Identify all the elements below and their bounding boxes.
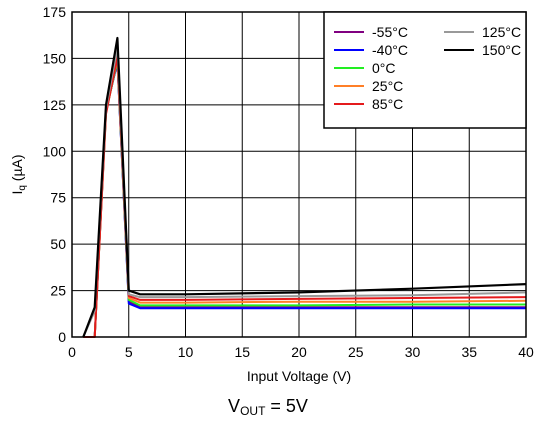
y-tick-label: 100 xyxy=(43,143,67,159)
x-tick-label: 25 xyxy=(348,344,364,360)
caption-main: V xyxy=(228,396,241,416)
y-tick-label: 0 xyxy=(58,329,66,345)
y-tick-label: 25 xyxy=(50,283,66,299)
y-axis-label: Iq (µA) xyxy=(9,154,28,194)
series-lines xyxy=(82,36,527,338)
y-tick-label: 175 xyxy=(43,4,67,20)
x-tick-label: 30 xyxy=(405,344,421,360)
legend-label: 125°C xyxy=(482,24,521,40)
x-tick-label: 5 xyxy=(125,344,133,360)
x-tick-label: 35 xyxy=(461,344,477,360)
legend-label: 85°C xyxy=(372,96,403,112)
x-axis-label: Input Voltage (V) xyxy=(247,368,351,384)
caption-rest: = 5V xyxy=(265,396,308,416)
caption-sub: OUT xyxy=(240,404,266,418)
y-axis-label-sub: q xyxy=(17,185,28,191)
legend: -55°C -40°C 0°C 25°C 85°C 125°C 150°C xyxy=(323,11,527,129)
y-axis-label-main: I xyxy=(9,191,25,195)
y-tick-label: 75 xyxy=(50,190,66,206)
y-tick-label: 50 xyxy=(50,236,66,252)
x-tick-label: 10 xyxy=(178,344,194,360)
legend-label: -55°C xyxy=(372,24,408,40)
x-tick-label: 20 xyxy=(291,344,307,360)
y-tick-labels: 0 25 50 75 100 125 150 175 xyxy=(43,4,67,345)
legend-label: 150°C xyxy=(482,42,521,58)
legend-label: -40°C xyxy=(372,42,408,58)
x-tick-label: 0 xyxy=(68,344,76,360)
x-tick-labels: 0 5 10 15 20 25 30 35 40 xyxy=(68,344,534,360)
x-tick-label: 40 xyxy=(518,344,534,360)
y-tick-label: 125 xyxy=(43,97,67,113)
plot-frame xyxy=(71,11,527,338)
y-tick-label: 150 xyxy=(43,50,67,66)
x-tick-label: 15 xyxy=(234,344,250,360)
chart-caption: VOUT = 5V xyxy=(0,396,536,418)
y-axis-label-unit: (µA) xyxy=(9,154,25,185)
legend-label: 25°C xyxy=(372,78,403,94)
legend-label: 0°C xyxy=(372,60,396,76)
iq-vs-vin-chart: 0 5 10 15 20 25 30 35 40 0 25 50 75 100 125 150 175 Inp… xyxy=(9,4,534,384)
series-line xyxy=(82,36,527,338)
